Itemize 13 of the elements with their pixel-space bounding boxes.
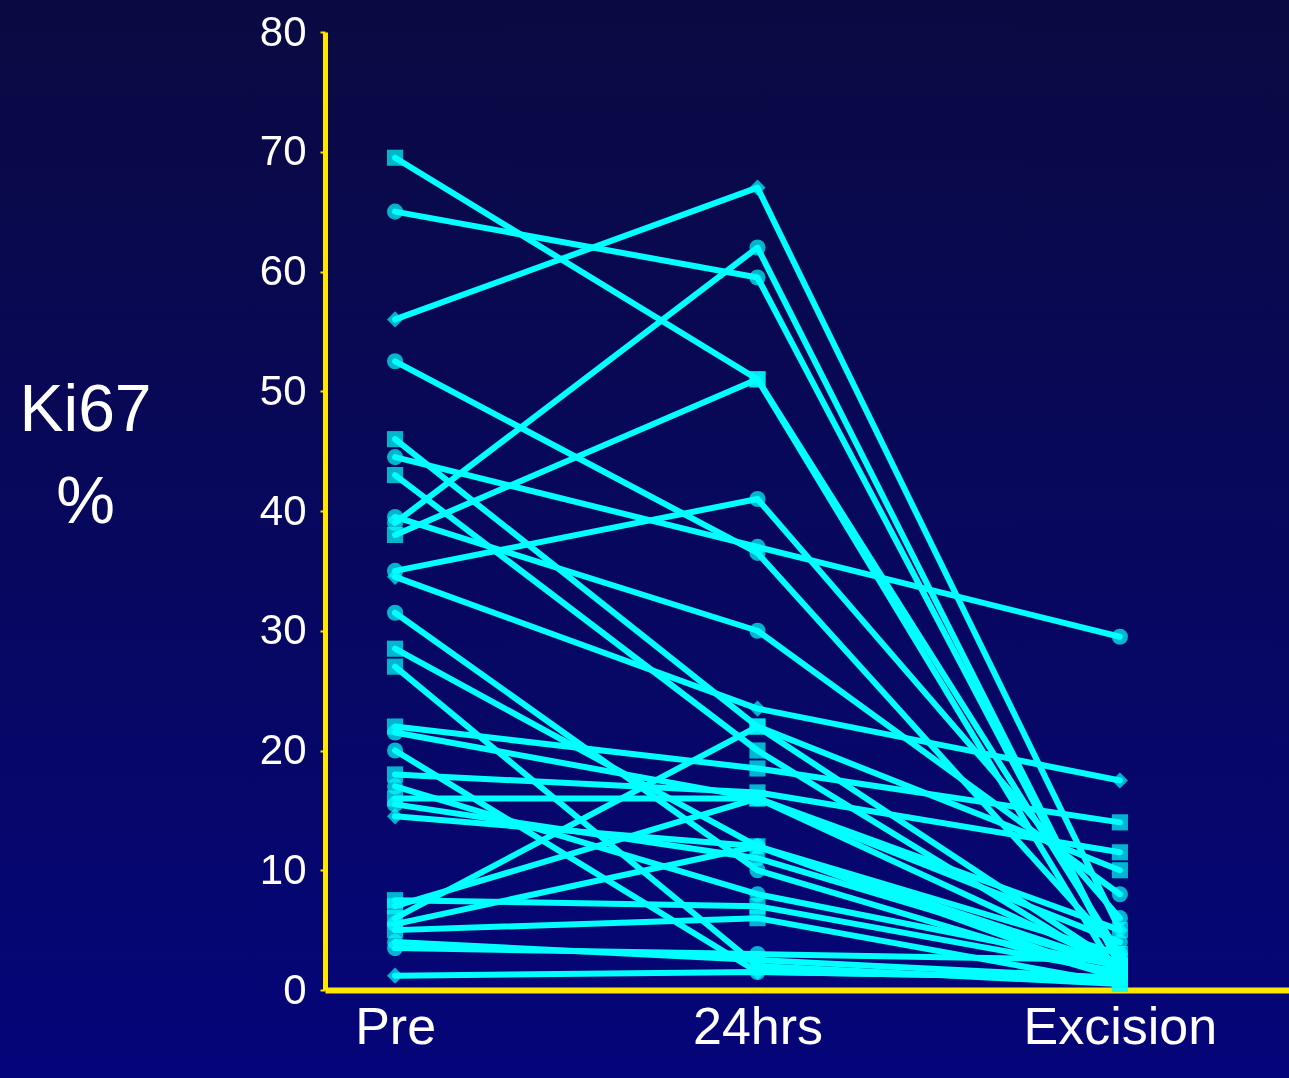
x-tick-label: Pre	[355, 996, 437, 1055]
x-tick-label: Excision	[1023, 996, 1218, 1055]
y-axis-title: Ki67 %	[19, 370, 152, 537]
y-tick-label: 20	[259, 726, 307, 773]
y-tick-label: 80	[259, 7, 307, 55]
y-tick-label: 60	[259, 247, 307, 294]
y-tick-label: 70	[259, 127, 307, 175]
y-tick-label: 30	[259, 606, 307, 654]
y-tick-label: 10	[259, 845, 307, 893]
y-tick-label: 50	[259, 366, 307, 414]
y-tick-label: 0	[283, 965, 307, 1013]
y-tick-label: 40	[259, 486, 307, 534]
x-tick-label: 24hrs	[692, 996, 824, 1055]
